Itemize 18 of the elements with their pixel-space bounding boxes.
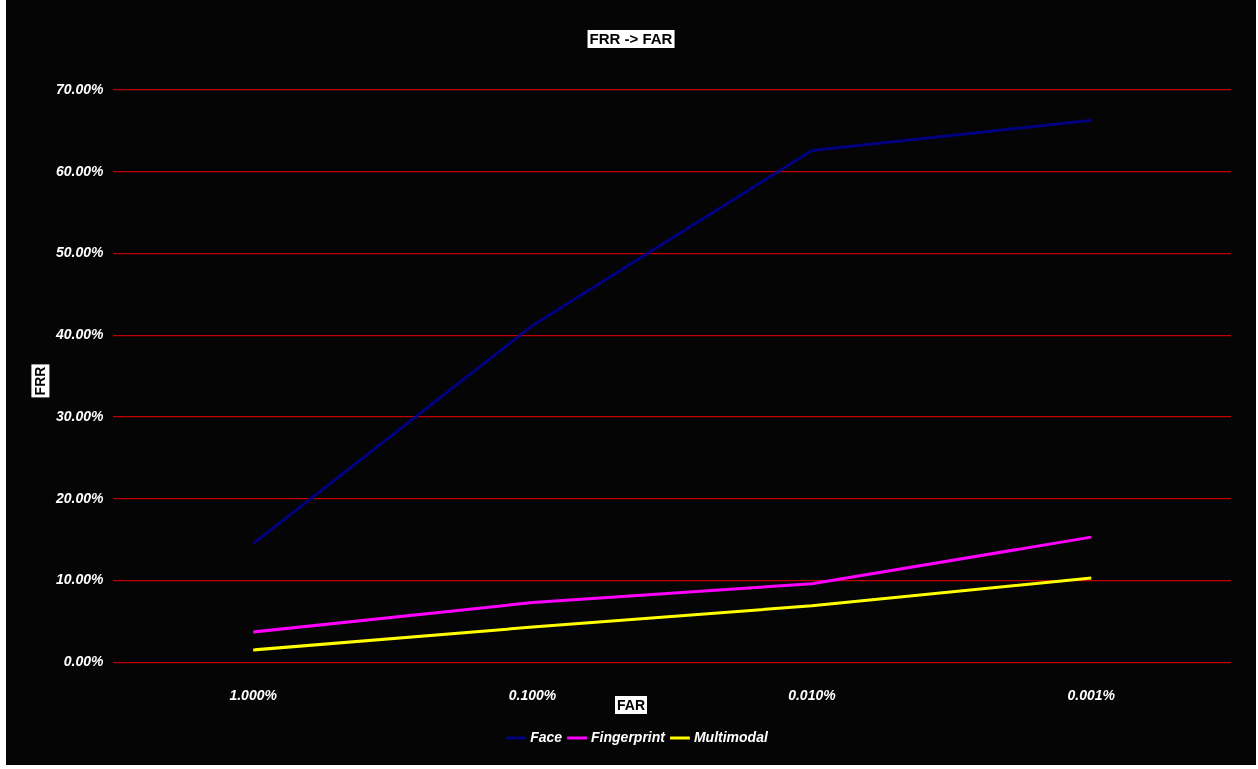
legend-label: Fingerprint bbox=[591, 728, 667, 745]
legend-label: Face bbox=[530, 728, 563, 745]
x-tick-label: 0.001% bbox=[1067, 687, 1116, 704]
chart-title: FRR -> FAR bbox=[587, 30, 675, 48]
y-tick-label: 70.00% bbox=[56, 80, 105, 97]
x-tick-label: 0.010% bbox=[788, 687, 837, 704]
y-tick-label: 40.00% bbox=[55, 326, 105, 343]
x-axis-title: FAR bbox=[615, 696, 647, 714]
y-tick-label: 50.00% bbox=[56, 244, 105, 261]
x-tick-label: 1.000% bbox=[229, 687, 278, 704]
legend-label: Multimodal bbox=[693, 728, 769, 745]
y-tick-label: 20.00% bbox=[55, 489, 105, 506]
y-tick-label: 10.00% bbox=[56, 571, 105, 588]
y-tick-label: 0.00% bbox=[63, 653, 105, 670]
y-tick-label: 60.00% bbox=[56, 162, 105, 179]
y-tick-label: 30.00% bbox=[56, 407, 105, 424]
x-tick-label: 0.100% bbox=[508, 687, 557, 704]
y-axis-title: FRR bbox=[31, 364, 50, 398]
